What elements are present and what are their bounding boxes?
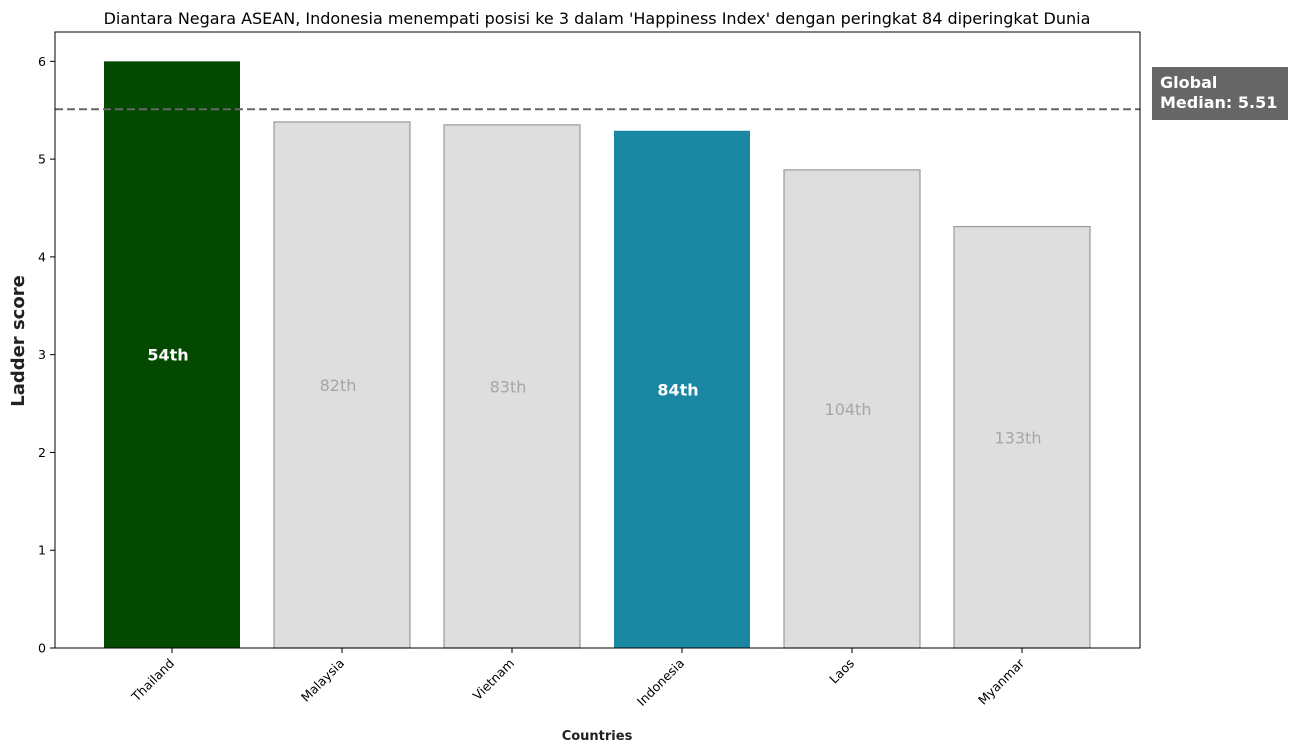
global-median-label-line1: Global [1160,73,1217,92]
rank-label-vietnam: 83th [490,377,527,396]
rank-label-malaysia: 82th [320,376,357,395]
bar-thailand [104,61,240,649]
x-tick-label-malaysia: Malaysia [298,656,347,705]
bar-vietnam [443,124,581,649]
y-axis-label: Ladder score [8,275,29,407]
y-tick-label: 4 [38,249,46,264]
bar-myanmar [953,225,1091,649]
bar-malaysia [273,121,411,649]
x-tick-label-thailand: Thailand [128,656,177,705]
global-median-label-line2: Median: 5.51 [1160,93,1277,112]
y-tick-label: 3 [38,347,46,362]
rank-label-thailand: 54th [147,346,188,365]
x-tick-label-vietnam: Vietnam [470,656,517,703]
x-tick-label-myanmar: Myanmar [975,655,1028,708]
chart-title: Diantara Negara ASEAN, Indonesia menempa… [104,9,1091,28]
x-axis-label: Countries [562,729,633,744]
x-tick-label-indonesia: Indonesia [634,656,687,709]
global-median-label: Global Median: 5.51 [1152,67,1288,120]
x-tick-label-laos: Laos [826,656,857,687]
y-tick-label: 2 [38,445,46,460]
y-tick-label: 6 [38,54,46,69]
rank-label-laos: 104th [825,400,872,419]
rank-label-indonesia: 84th [657,380,698,399]
y-tick-label: 1 [38,543,46,558]
plot-area: 54th Thailand 82th Malaysia 83th Vietnam 84th I… [38,31,1141,709]
y-tick-label: 5 [38,152,46,167]
rank-label-myanmar: 133th [995,428,1042,447]
y-tick-label: 0 [38,641,46,656]
bar-indonesia [614,130,750,648]
plot-frame [54,31,1141,649]
global-median-box [1152,67,1288,120]
